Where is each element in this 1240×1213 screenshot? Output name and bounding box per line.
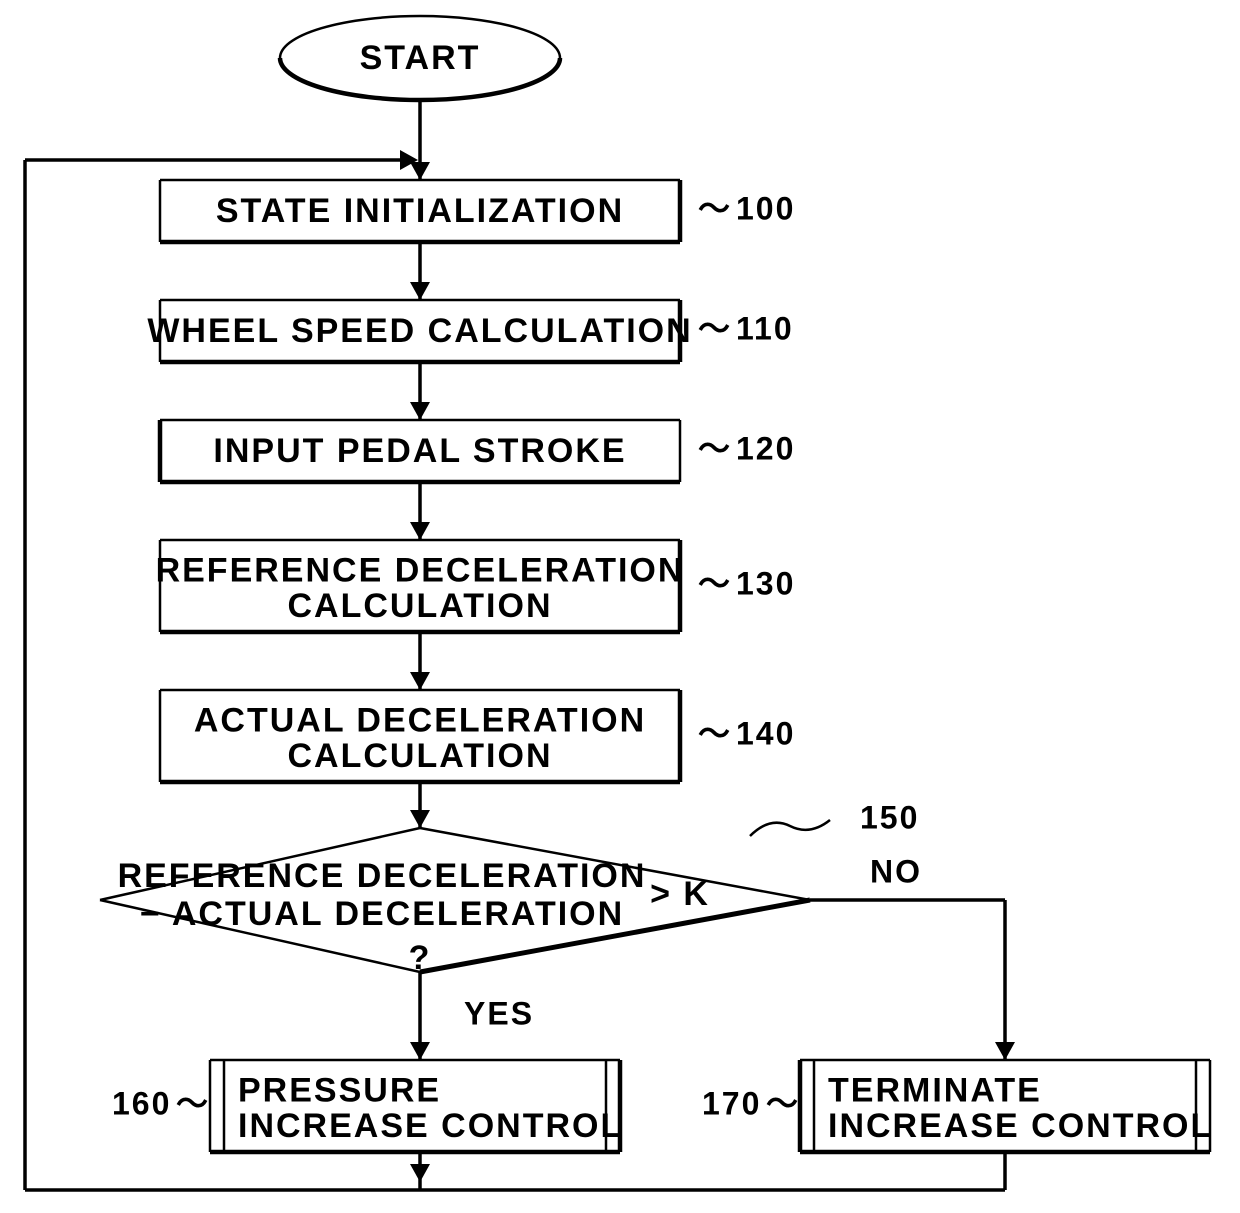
subroutine-label-1: PRESSURE (238, 1071, 441, 1109)
svg-text:140: 140 (736, 715, 795, 751)
svg-text:110: 110 (736, 310, 794, 346)
flowchart: STARTSTATE INITIALIZATION〜100WHEEL SPEED… (0, 0, 1240, 1213)
subroutine-label-1: TERMINATE (828, 1071, 1042, 1109)
subroutine-170: TERMINATEINCREASE CONTROL (800, 1060, 1213, 1152)
subroutine-label-2: INCREASE CONTROL (238, 1107, 623, 1145)
decision-line-2: − ACTUAL DECELERATION (140, 895, 624, 933)
ref-label-120: 〜120 (698, 430, 795, 466)
yes-label: YES (464, 995, 534, 1031)
ref-label-100: 〜100 (698, 190, 795, 226)
svg-text:〜: 〜 (766, 1085, 800, 1121)
process-label-1: REFERENCE DECELERATION (156, 551, 685, 589)
ref-label-110: 〜110 (698, 310, 794, 346)
process-label: WHEEL SPEED CALCULATION (147, 312, 692, 350)
ref-label-170: 170〜 (702, 1085, 800, 1121)
process-140: ACTUAL DECELERATIONCALCULATION (160, 690, 680, 782)
ref-label-160: 160〜 (112, 1085, 210, 1121)
svg-text:100: 100 (736, 190, 795, 226)
process-label-1: ACTUAL DECELERATION (194, 701, 646, 739)
svg-text:130: 130 (736, 565, 795, 601)
process-100: STATE INITIALIZATION (160, 180, 680, 242)
ref-label-150: 150 (860, 799, 919, 835)
process-label-2: CALCULATION (288, 587, 553, 625)
process-label: STATE INITIALIZATION (216, 192, 624, 230)
svg-text:〜: 〜 (176, 1085, 210, 1121)
subroutine-160: PRESSUREINCREASE CONTROL (210, 1060, 623, 1152)
svg-text:〜: 〜 (698, 310, 732, 346)
process-label: INPUT PEDAL STROKE (213, 432, 626, 470)
process-110: WHEEL SPEED CALCULATION (147, 300, 692, 362)
start-label: START (360, 39, 481, 77)
svg-text:〜: 〜 (698, 565, 732, 601)
process-130: REFERENCE DECELERATIONCALCULATION (156, 540, 685, 632)
decision-line-1: REFERENCE DECELERATION (118, 857, 647, 895)
svg-text:〜: 〜 (698, 715, 732, 751)
decision-qmark: ? (409, 939, 432, 977)
svg-text:170: 170 (702, 1085, 761, 1121)
svg-text:〜: 〜 (698, 430, 732, 466)
decision-gt-k: > K (650, 875, 710, 913)
svg-text:120: 120 (736, 430, 795, 466)
svg-text:160: 160 (112, 1085, 171, 1121)
ref-squiggle-150 (750, 820, 830, 836)
no-label: NO (870, 853, 922, 889)
ref-label-130: 〜130 (698, 565, 795, 601)
process-120: INPUT PEDAL STROKE (160, 420, 680, 482)
ref-label-140: 〜140 (698, 715, 795, 751)
svg-text:〜: 〜 (698, 190, 732, 226)
process-label-2: CALCULATION (288, 737, 553, 775)
subroutine-label-2: INCREASE CONTROL (828, 1107, 1213, 1145)
